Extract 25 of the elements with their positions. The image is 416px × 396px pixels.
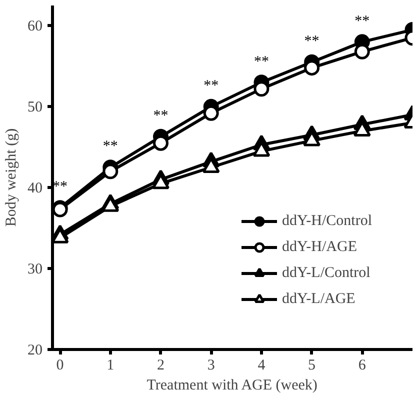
x-tick-label: 0: [56, 358, 64, 374]
annotation: **: [52, 179, 68, 196]
annotation: **: [102, 138, 118, 155]
legend-label: ddY-H/Control: [282, 212, 372, 230]
x-tick-label: 5: [308, 358, 316, 374]
y-tick-label: 20: [28, 342, 42, 358]
x-tick-label: 2: [157, 358, 164, 374]
x-tick-label: 3: [207, 358, 215, 374]
annotation: **: [304, 34, 320, 50]
y-tick-label: 60: [28, 18, 42, 35]
y-tick-label: 30: [28, 262, 42, 278]
x-axis-title: Treatment with AGE (week): [146, 378, 318, 394]
y-tick-label: 40: [28, 180, 42, 197]
y-tick-label: 50: [28, 100, 42, 116]
legend-label: ddY-L/Control: [282, 264, 370, 282]
legend-label: ddY-H/AGE: [282, 238, 357, 256]
legend-label: ddY-L/AGE: [282, 290, 356, 308]
annotation: **: [254, 54, 269, 70]
x-tick-label: 4: [258, 358, 266, 374]
annotation: **: [153, 108, 168, 124]
y-axis-title: Body weight (g): [4, 128, 20, 227]
annotation: **: [354, 13, 370, 30]
x-tick-label: 6: [358, 358, 366, 374]
x-tick-label: 1: [106, 358, 114, 374]
annotation: **: [204, 78, 219, 94]
